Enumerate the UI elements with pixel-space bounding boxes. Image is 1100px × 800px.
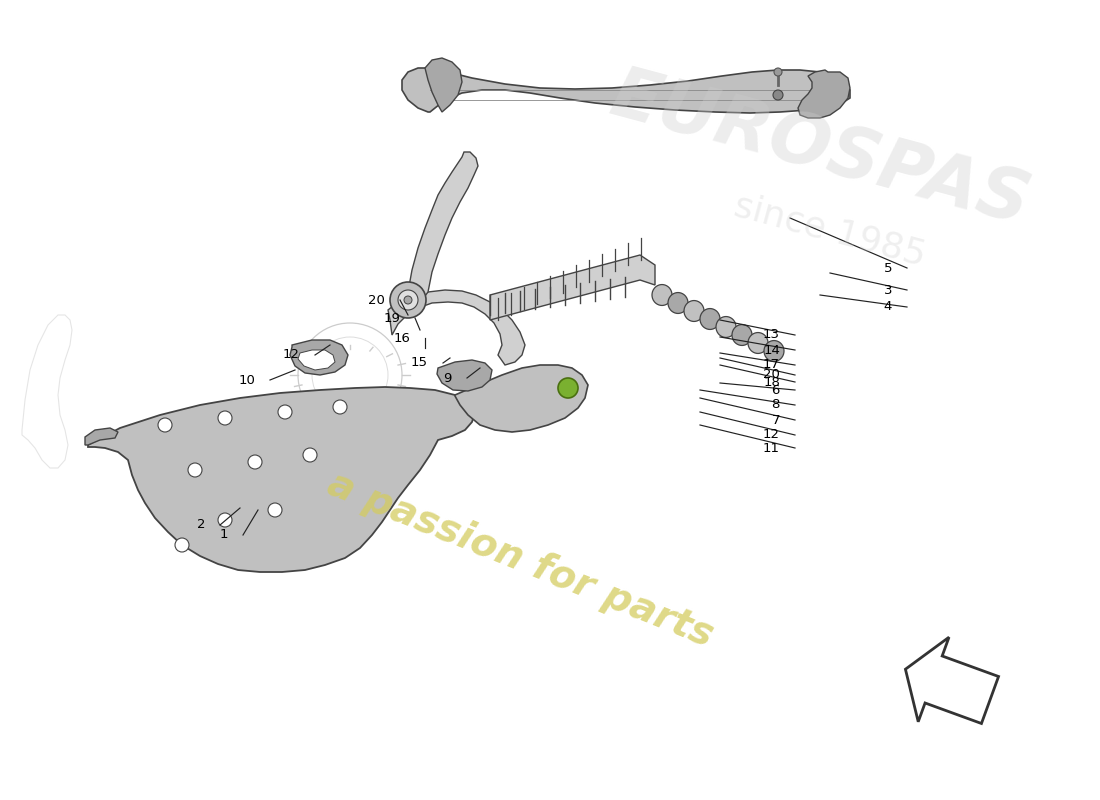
Ellipse shape (716, 317, 736, 338)
Text: 13: 13 (763, 329, 780, 342)
Circle shape (333, 400, 346, 414)
Circle shape (218, 513, 232, 527)
Polygon shape (798, 70, 850, 118)
Polygon shape (437, 360, 492, 391)
Text: EUROSPAS: EUROSPAS (603, 61, 1037, 239)
Polygon shape (298, 350, 336, 370)
Polygon shape (290, 340, 348, 375)
Text: 14: 14 (763, 343, 780, 357)
Text: 2: 2 (197, 518, 205, 531)
Text: 16: 16 (393, 331, 410, 345)
Ellipse shape (700, 309, 720, 330)
Text: 9: 9 (443, 371, 452, 385)
Polygon shape (425, 58, 462, 112)
Text: 4: 4 (883, 301, 892, 314)
Text: since 1985: since 1985 (730, 188, 930, 272)
Polygon shape (85, 428, 118, 445)
Polygon shape (455, 365, 588, 432)
Ellipse shape (652, 285, 672, 306)
Circle shape (278, 405, 292, 419)
Circle shape (302, 448, 317, 462)
Circle shape (248, 455, 262, 469)
Circle shape (268, 503, 282, 517)
Circle shape (390, 282, 426, 318)
Circle shape (218, 411, 232, 425)
Text: 7: 7 (771, 414, 780, 426)
Text: 6: 6 (771, 383, 780, 397)
Circle shape (188, 463, 202, 477)
Text: 1: 1 (220, 529, 228, 542)
Circle shape (773, 90, 783, 100)
Text: a passion for parts: a passion for parts (321, 465, 718, 655)
Text: 10: 10 (238, 374, 255, 386)
Text: 12: 12 (763, 429, 780, 442)
Text: 12: 12 (283, 349, 300, 362)
Text: 17: 17 (763, 358, 780, 371)
Polygon shape (490, 255, 654, 320)
Text: 18: 18 (763, 375, 780, 389)
Text: 15: 15 (411, 357, 428, 370)
Ellipse shape (732, 325, 752, 346)
Ellipse shape (764, 341, 784, 362)
Polygon shape (408, 152, 478, 300)
Polygon shape (88, 387, 475, 572)
Ellipse shape (748, 333, 768, 354)
Circle shape (558, 378, 578, 398)
Text: 5: 5 (883, 262, 892, 274)
Circle shape (404, 296, 412, 304)
Text: 19: 19 (383, 311, 400, 325)
Text: 20: 20 (763, 369, 780, 382)
Circle shape (175, 538, 189, 552)
Polygon shape (905, 637, 999, 723)
Text: 20: 20 (368, 294, 385, 306)
Text: 3: 3 (883, 283, 892, 297)
Polygon shape (388, 290, 525, 365)
Ellipse shape (668, 293, 688, 314)
Circle shape (158, 418, 172, 432)
Circle shape (398, 290, 418, 310)
Text: 11: 11 (763, 442, 780, 454)
Circle shape (774, 68, 782, 76)
Text: 8: 8 (771, 398, 780, 411)
Polygon shape (402, 68, 850, 113)
Ellipse shape (684, 301, 704, 322)
